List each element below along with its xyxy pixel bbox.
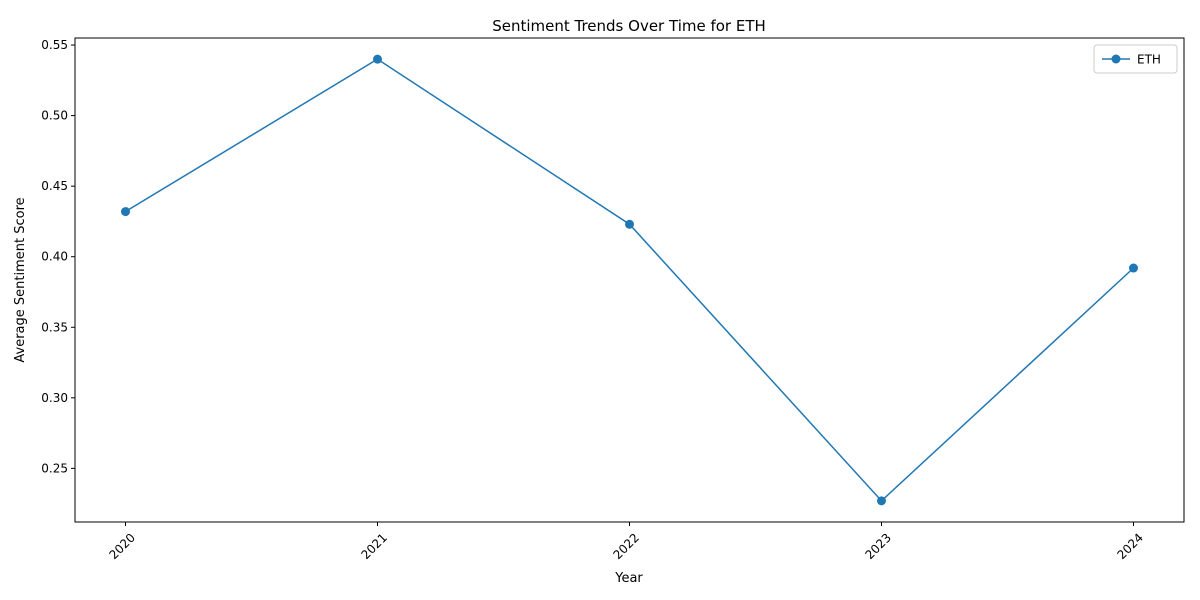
data-point-2024 [1129,263,1138,273]
y-tick-label: 0.50 [41,109,68,123]
y-axis-ticks: 0.25 0.30 0.35 0.40 0.45 0.50 0.55 [41,38,75,475]
data-point-2020 [121,207,130,217]
legend-entry-eth: ETH [1137,53,1161,67]
data-point-2023 [877,496,886,506]
chart-title: Sentiment Trends Over Time for ETH [492,17,766,35]
data-point-2022 [625,219,634,229]
y-tick-label: 0.35 [41,320,68,334]
plot-series [121,54,1138,506]
legend-marker-swatch [1111,54,1121,64]
plot-area-frame [74,37,1185,523]
data-point-2021 [373,54,382,64]
y-tick-label: 0.40 [41,250,68,264]
legend: ETH [1093,44,1178,74]
legend-box [1093,44,1178,74]
y-tick-label: 0.45 [41,179,68,193]
x-axis-label: Year [614,571,643,586]
y-tick-label: 0.25 [41,461,68,475]
y-tick-label: 0.55 [41,38,68,52]
y-tick-label: 0.30 [41,391,68,405]
y-axis-label: Average Sentiment Score [13,197,28,362]
